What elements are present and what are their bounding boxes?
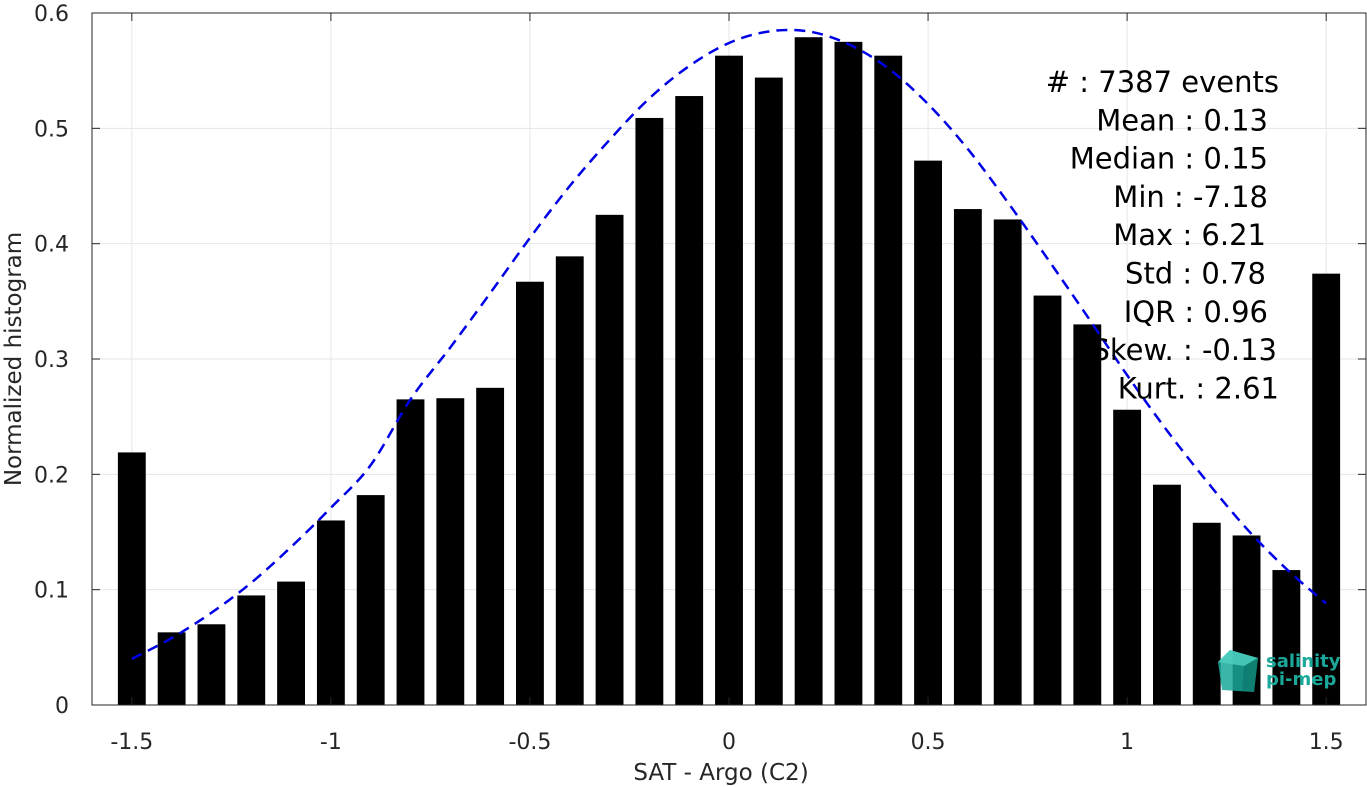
- bar-20: [914, 160, 942, 706]
- y-axis-ticks: 0 0.1 0.2 0.3 0.4 0.5 0.6: [34, 2, 1366, 719]
- y-tick-label-4: 0.4: [34, 233, 69, 258]
- bar-29: [1272, 570, 1301, 705]
- stat-line-8: Kurt. : 2.61: [1118, 371, 1279, 405]
- stat-line-5: Std : 0.78: [1125, 257, 1266, 291]
- stat-line-3: Min : -7.18: [1113, 180, 1268, 214]
- stat-line-1: Mean : 0.13: [1096, 103, 1268, 137]
- salinity-pimep-logo: salinity pi-mep: [1218, 650, 1341, 692]
- bar-6: [356, 495, 385, 705]
- bar-25: [1113, 409, 1142, 705]
- y-tick-label-0: 0: [55, 694, 69, 719]
- bar-8: [436, 398, 465, 705]
- bar-3: [237, 595, 266, 705]
- stat-line-0: # : 7387 events: [1046, 65, 1279, 99]
- y-tick-label-2: 0.2: [34, 463, 69, 488]
- bar-17: [794, 37, 823, 706]
- logo-line1: salinity: [1266, 651, 1341, 672]
- bar-0: [117, 452, 146, 705]
- x-tick-label-6: 1.5: [1309, 730, 1344, 755]
- y-tick-label-6: 0.6: [34, 2, 69, 27]
- x-tick-label-3: 0: [722, 730, 736, 755]
- bar-30: [1312, 273, 1341, 705]
- bar-23: [1033, 295, 1062, 705]
- bar-22: [993, 219, 1022, 706]
- bar-19: [874, 55, 903, 705]
- bar-11: [555, 256, 584, 705]
- statistics-box: # : 7387 events Mean : 0.13 Median : 0.15 M…: [1046, 65, 1279, 405]
- x-tick-label-1: -1: [320, 730, 342, 755]
- x-tick-label-4: 0.5: [911, 730, 946, 755]
- bar-1: [157, 632, 186, 705]
- bar-13: [635, 117, 664, 706]
- bar-14: [675, 96, 704, 706]
- y-tick-label-3: 0.3: [34, 348, 69, 373]
- bar-4: [277, 581, 305, 705]
- bar-2: [197, 624, 226, 705]
- stat-line-4: Max : 6.21: [1113, 218, 1266, 252]
- y-axis-title: Normalized histogram: [1, 232, 27, 486]
- x-tick-label-0: -1.5: [110, 730, 153, 755]
- bar-27: [1192, 522, 1221, 705]
- bar-21: [953, 209, 982, 706]
- bar-16: [754, 77, 783, 705]
- bar-18: [834, 41, 863, 706]
- bar-9: [476, 387, 505, 705]
- y-tick-label-1: 0.1: [34, 579, 69, 604]
- histogram-bars: [117, 37, 1341, 706]
- x-axis-ticks: -1.5 -1 -0.5 0 0.5 1 1.5: [110, 13, 1344, 755]
- x-tick-label-5: 1: [1120, 730, 1134, 755]
- bar-10: [516, 281, 544, 705]
- bar-15: [715, 55, 743, 705]
- logo-line2: pi-mep: [1266, 669, 1336, 690]
- bar-12: [595, 214, 624, 706]
- bar-26: [1153, 484, 1181, 705]
- bar-7: [396, 399, 425, 705]
- stat-line-7: Skew. : -0.13: [1091, 333, 1277, 367]
- bar-5: [316, 520, 345, 705]
- fit-curve-line: [131, 28, 1328, 660]
- stat-line-2: Median : 0.15: [1070, 142, 1268, 176]
- stat-line-6: IQR : 0.96: [1124, 295, 1268, 329]
- x-axis-title: SAT - Argo (C2): [633, 760, 808, 786]
- y-tick-label-5: 0.5: [34, 117, 69, 142]
- bar-24: [1073, 324, 1102, 705]
- x-tick-label-2: -0.5: [508, 730, 551, 755]
